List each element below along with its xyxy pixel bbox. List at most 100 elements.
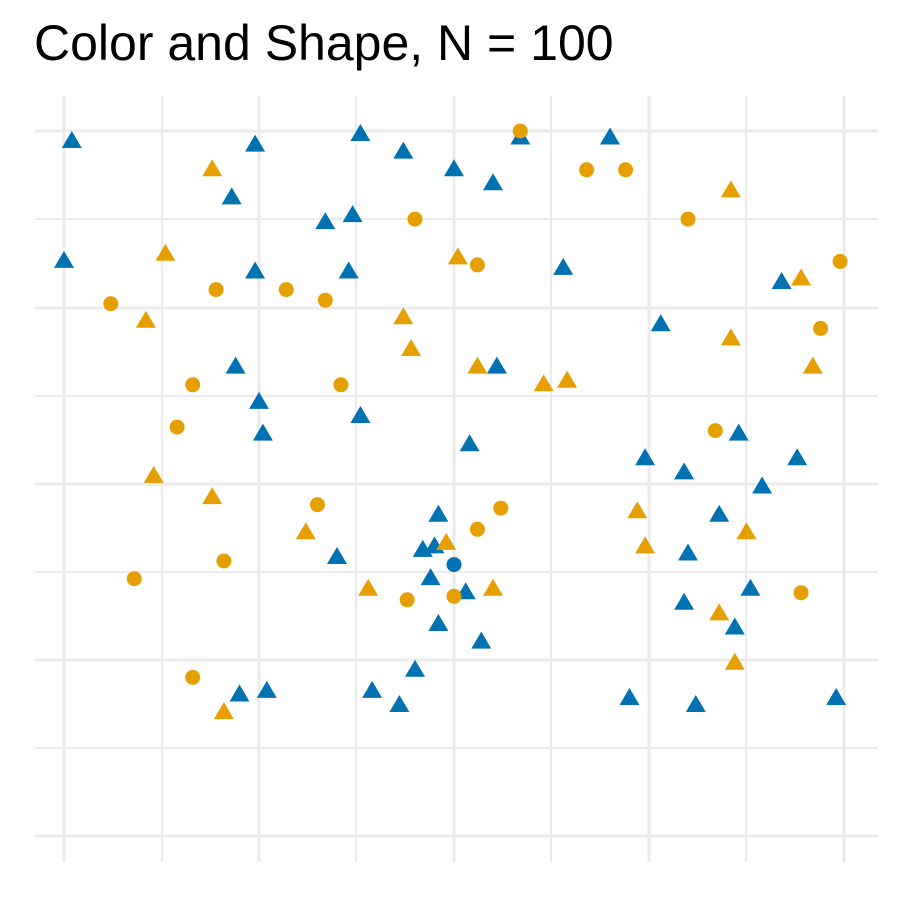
data-point-triangle: [143, 465, 164, 483]
data-point-triangle: [350, 406, 371, 423]
data-point-triangle: [256, 680, 277, 698]
data-point-triangle: [619, 688, 640, 705]
data-point-triangle: [135, 310, 156, 328]
data-point-circle: [469, 521, 485, 537]
data-point-circle: [832, 253, 848, 269]
data-point-circle: [493, 500, 509, 516]
data-point-triangle: [557, 370, 578, 388]
gridlines: [35, 96, 878, 862]
data-point-circle: [317, 292, 333, 308]
data-point-triangle: [627, 501, 648, 519]
data-point-triangle: [674, 592, 695, 610]
data-point-triangle: [249, 391, 269, 409]
data-point-triangle: [724, 652, 745, 670]
data-point-circle: [126, 571, 142, 587]
data-point-triangle: [720, 328, 741, 346]
data-point-circle: [793, 585, 809, 601]
data-point-triangle: [428, 504, 449, 522]
data-point-triangle: [802, 356, 823, 374]
data-point-circle: [813, 320, 829, 336]
data-point-triangle: [447, 247, 468, 265]
data-point-triangle: [720, 180, 741, 198]
data-point-circle: [512, 123, 528, 139]
data-point-circle: [707, 423, 723, 439]
data-point-triangle: [393, 307, 414, 325]
data-point-triangle: [787, 448, 808, 466]
data-point-triangle: [444, 159, 464, 177]
data-point-triangle: [61, 131, 82, 148]
data-point-circle: [310, 497, 325, 513]
data-point-circle: [185, 669, 201, 685]
data-point-triangle: [724, 617, 745, 635]
data-point-triangle: [245, 134, 266, 152]
data-point-triangle: [791, 268, 812, 286]
data-point-triangle: [650, 314, 671, 332]
data-point-triangle: [600, 127, 620, 145]
data-point-triangle: [393, 141, 414, 159]
data-point-triangle: [202, 159, 223, 177]
data-point-circle: [208, 282, 224, 298]
data-point-triangle: [483, 173, 503, 191]
data-point-triangle: [245, 261, 266, 279]
data-point-triangle: [553, 257, 574, 275]
data-point-triangle: [771, 272, 792, 289]
data-point-triangle: [635, 536, 656, 554]
data-point-triangle: [221, 187, 242, 205]
data-point-triangle: [252, 423, 273, 441]
data-point-triangle: [420, 568, 441, 586]
data-point-circle: [216, 553, 232, 569]
data-point-circle: [185, 377, 201, 393]
data-point-circle: [680, 211, 696, 227]
data-point-triangle: [202, 487, 223, 505]
data-point-triangle: [350, 124, 371, 141]
data-point-circle: [169, 419, 185, 435]
data-point-circle: [333, 377, 349, 393]
data-point-triangle: [471, 631, 492, 649]
data-point-triangle: [685, 695, 706, 712]
data-point-circle: [618, 162, 634, 178]
data-point-triangle: [436, 532, 457, 550]
data-point-circle: [446, 557, 462, 573]
data-point-triangle: [678, 543, 698, 561]
data-point-triangle: [225, 356, 246, 374]
data-point-circle: [579, 162, 595, 178]
data-point-triangle: [428, 614, 449, 631]
data-point-triangle: [740, 578, 761, 596]
data-point-triangle: [213, 702, 234, 720]
data-point-triangle: [752, 476, 773, 494]
data-point-triangle: [826, 688, 847, 705]
data-point-triangle: [54, 250, 74, 268]
data-point-triangle: [533, 374, 554, 392]
data-point-circle: [446, 588, 462, 604]
data-point-triangle: [315, 212, 336, 230]
data-point-triangle: [229, 684, 250, 702]
data-point-circle: [469, 257, 485, 273]
data-point-triangle: [412, 539, 433, 557]
data-point-triangle: [389, 695, 410, 712]
data-point-circle: [407, 211, 423, 227]
data-point-triangle: [358, 578, 379, 596]
data-point-circle: [399, 592, 415, 608]
chart-title: Color and Shape, N = 100: [34, 15, 614, 71]
data-point-triangle: [709, 504, 730, 522]
data-point-triangle: [635, 448, 656, 466]
data-points: [54, 123, 848, 720]
data-point-triangle: [674, 462, 695, 480]
data-point-triangle: [483, 578, 503, 596]
data-point-triangle: [467, 356, 488, 374]
data-point-circle: [278, 282, 294, 298]
data-point-triangle: [295, 522, 316, 540]
data-point-triangle: [327, 547, 347, 564]
data-point-triangle: [736, 522, 757, 540]
data-point-triangle: [155, 243, 176, 261]
data-point-circle: [103, 296, 119, 312]
data-point-triangle: [401, 339, 422, 356]
data-point-triangle: [362, 680, 383, 698]
data-point-triangle: [342, 205, 363, 223]
data-point-triangle: [405, 659, 425, 677]
data-point-triangle: [709, 603, 730, 621]
data-point-triangle: [486, 356, 507, 374]
data-point-triangle: [728, 423, 749, 441]
data-point-triangle: [459, 434, 480, 452]
